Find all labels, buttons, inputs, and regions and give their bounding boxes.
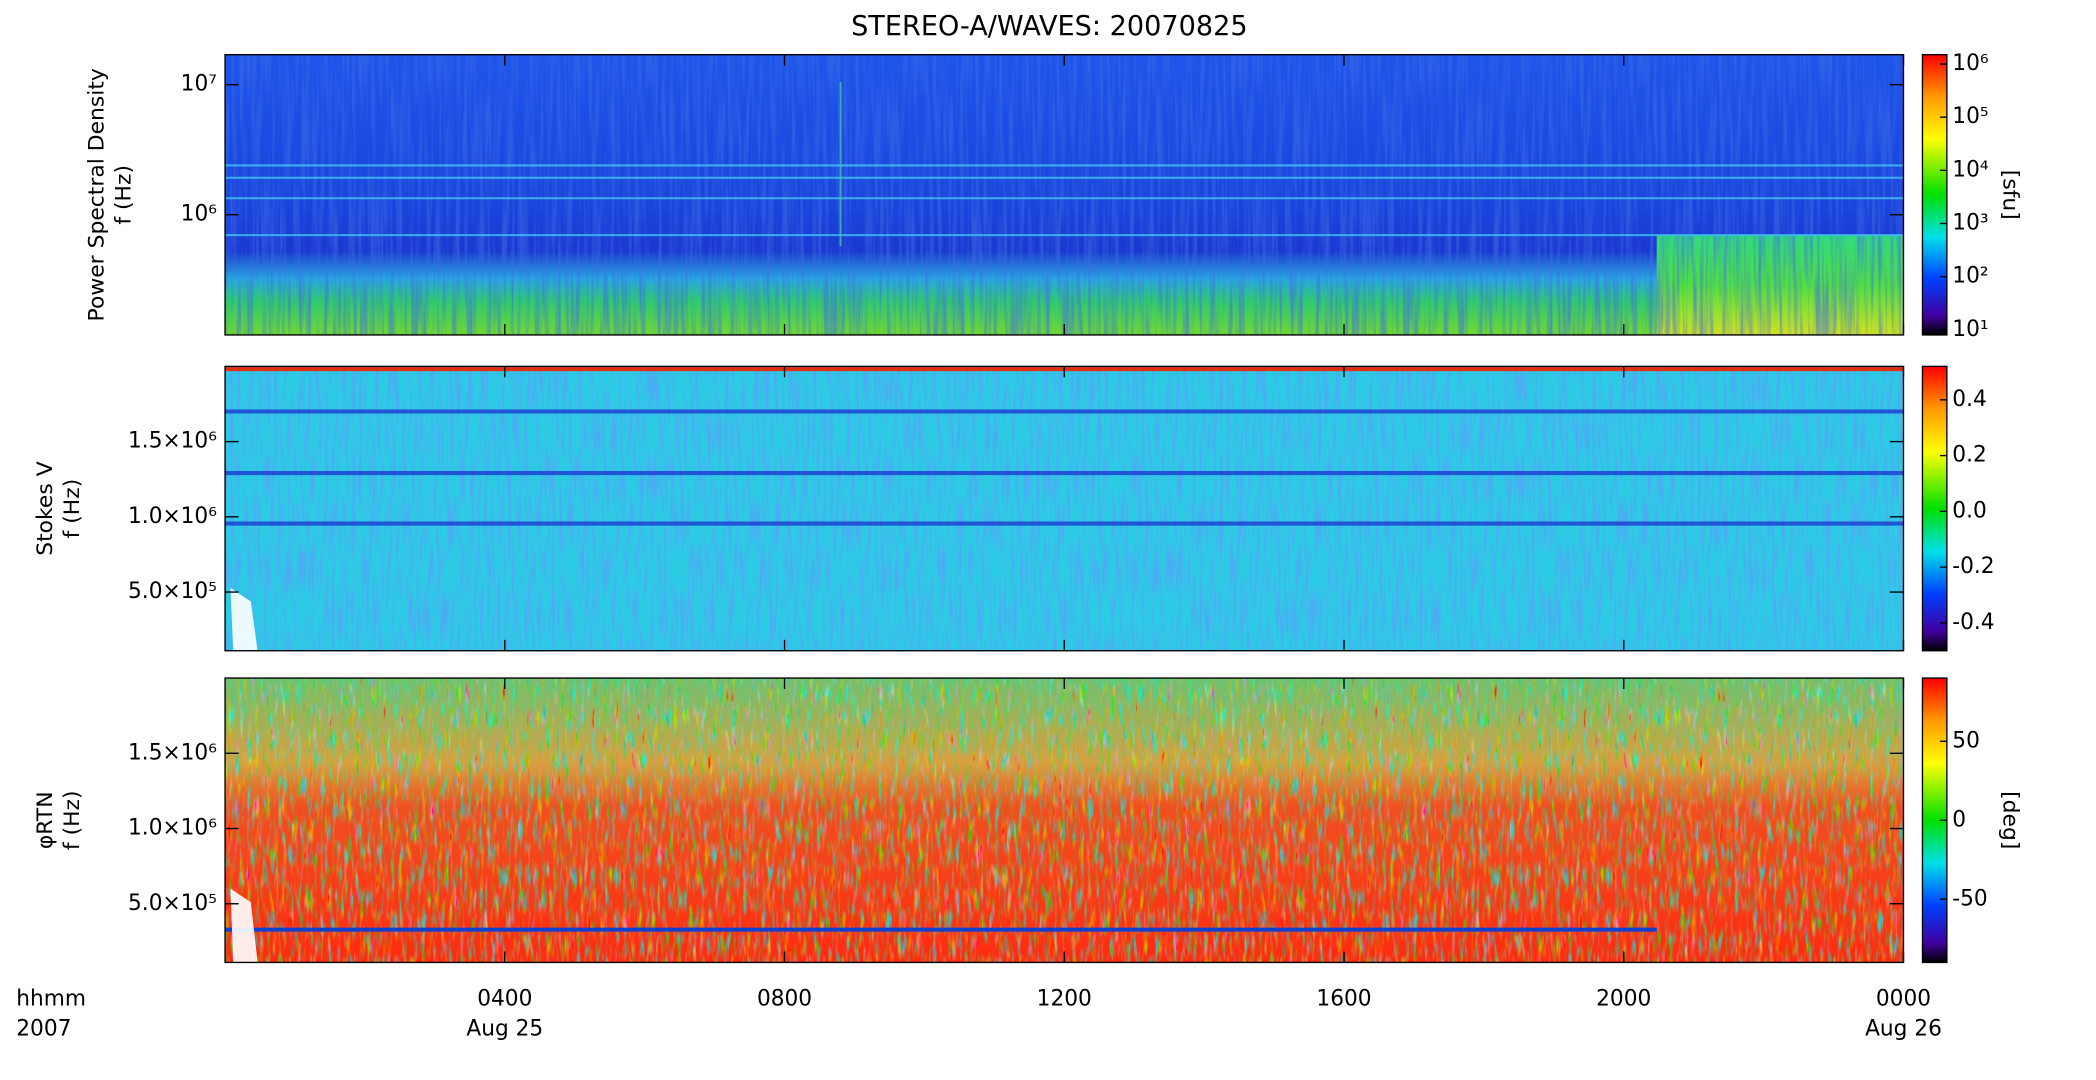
y-tick-label: 5.0×10⁵ — [128, 891, 217, 916]
colorbar-tick-label: -50 — [1952, 886, 1987, 911]
y-axis-label: Stokes V — [33, 461, 58, 556]
y-axis-label: f (Hz) — [60, 790, 85, 850]
colorbar-tick-label: 10¹ — [1952, 317, 1988, 342]
colorbar-label: [deg] — [1997, 791, 2022, 849]
x-axis-label: hhmm — [16, 986, 86, 1011]
spectrogram-psd — [225, 54, 1904, 335]
colorbar-tick-label: 10⁶ — [1952, 51, 1989, 76]
x-tick-label: 1600 — [1316, 986, 1371, 1011]
chart-title: STEREO-A/WAVES: 20070825 — [851, 11, 1248, 42]
colorbar — [1921, 365, 1948, 652]
colorbar-tick-label: 0 — [1952, 807, 1966, 832]
y-axis-label: f (Hz) — [60, 479, 85, 539]
spectrogram-stokes — [225, 366, 1904, 651]
y-tick-label: 5.0×10⁵ — [128, 579, 217, 604]
y-tick-label: 1.0×10⁶ — [128, 504, 217, 529]
y-tick-label: 1.5×10⁶ — [128, 740, 217, 765]
x-tick-label: 0400 — [477, 986, 532, 1011]
y-tick-label: 1.0×10⁶ — [128, 815, 217, 840]
y-tick-label: 1.5×10⁶ — [128, 429, 217, 454]
colorbar-tick-label: 10³ — [1952, 210, 1988, 235]
colorbar-tick-label: 10⁵ — [1952, 104, 1988, 129]
x-tick-label: 0800 — [757, 986, 812, 1011]
colorbar-tick-label: -0.2 — [1952, 554, 1994, 579]
colorbar-label: [sfu] — [1997, 170, 2022, 220]
x-axis-label: 2007 — [16, 1016, 71, 1041]
colorbar-tick-label: 50 — [1952, 728, 1980, 753]
y-tick-label: 10⁶ — [181, 202, 218, 227]
colorbar-tick-label: 0.4 — [1952, 387, 1986, 412]
x-tick-date: Aug 25 — [466, 1016, 543, 1041]
x-tick-label: 0000 — [1876, 986, 1931, 1011]
spectrogram-phi — [225, 678, 1904, 963]
colorbar-tick-label: 0.2 — [1952, 443, 1986, 468]
y-axis-label: f (Hz) — [112, 165, 137, 225]
colorbar-tick-label: -0.4 — [1952, 610, 1994, 635]
y-axis-label: Power Spectral Density — [85, 68, 110, 321]
y-axis-label: φRTN — [33, 791, 58, 849]
x-tick-label: 2000 — [1596, 986, 1651, 1011]
colorbar-tick-label: 0.0 — [1952, 498, 1986, 523]
x-tick-label: 1200 — [1037, 986, 1092, 1011]
colorbar-tick-label: 10² — [1952, 264, 1988, 289]
y-tick-label: 10⁷ — [181, 72, 217, 97]
x-tick-date: Aug 26 — [1865, 1016, 1942, 1041]
colorbar-tick-label: 10⁴ — [1952, 157, 1989, 182]
colorbar — [1921, 54, 1948, 336]
